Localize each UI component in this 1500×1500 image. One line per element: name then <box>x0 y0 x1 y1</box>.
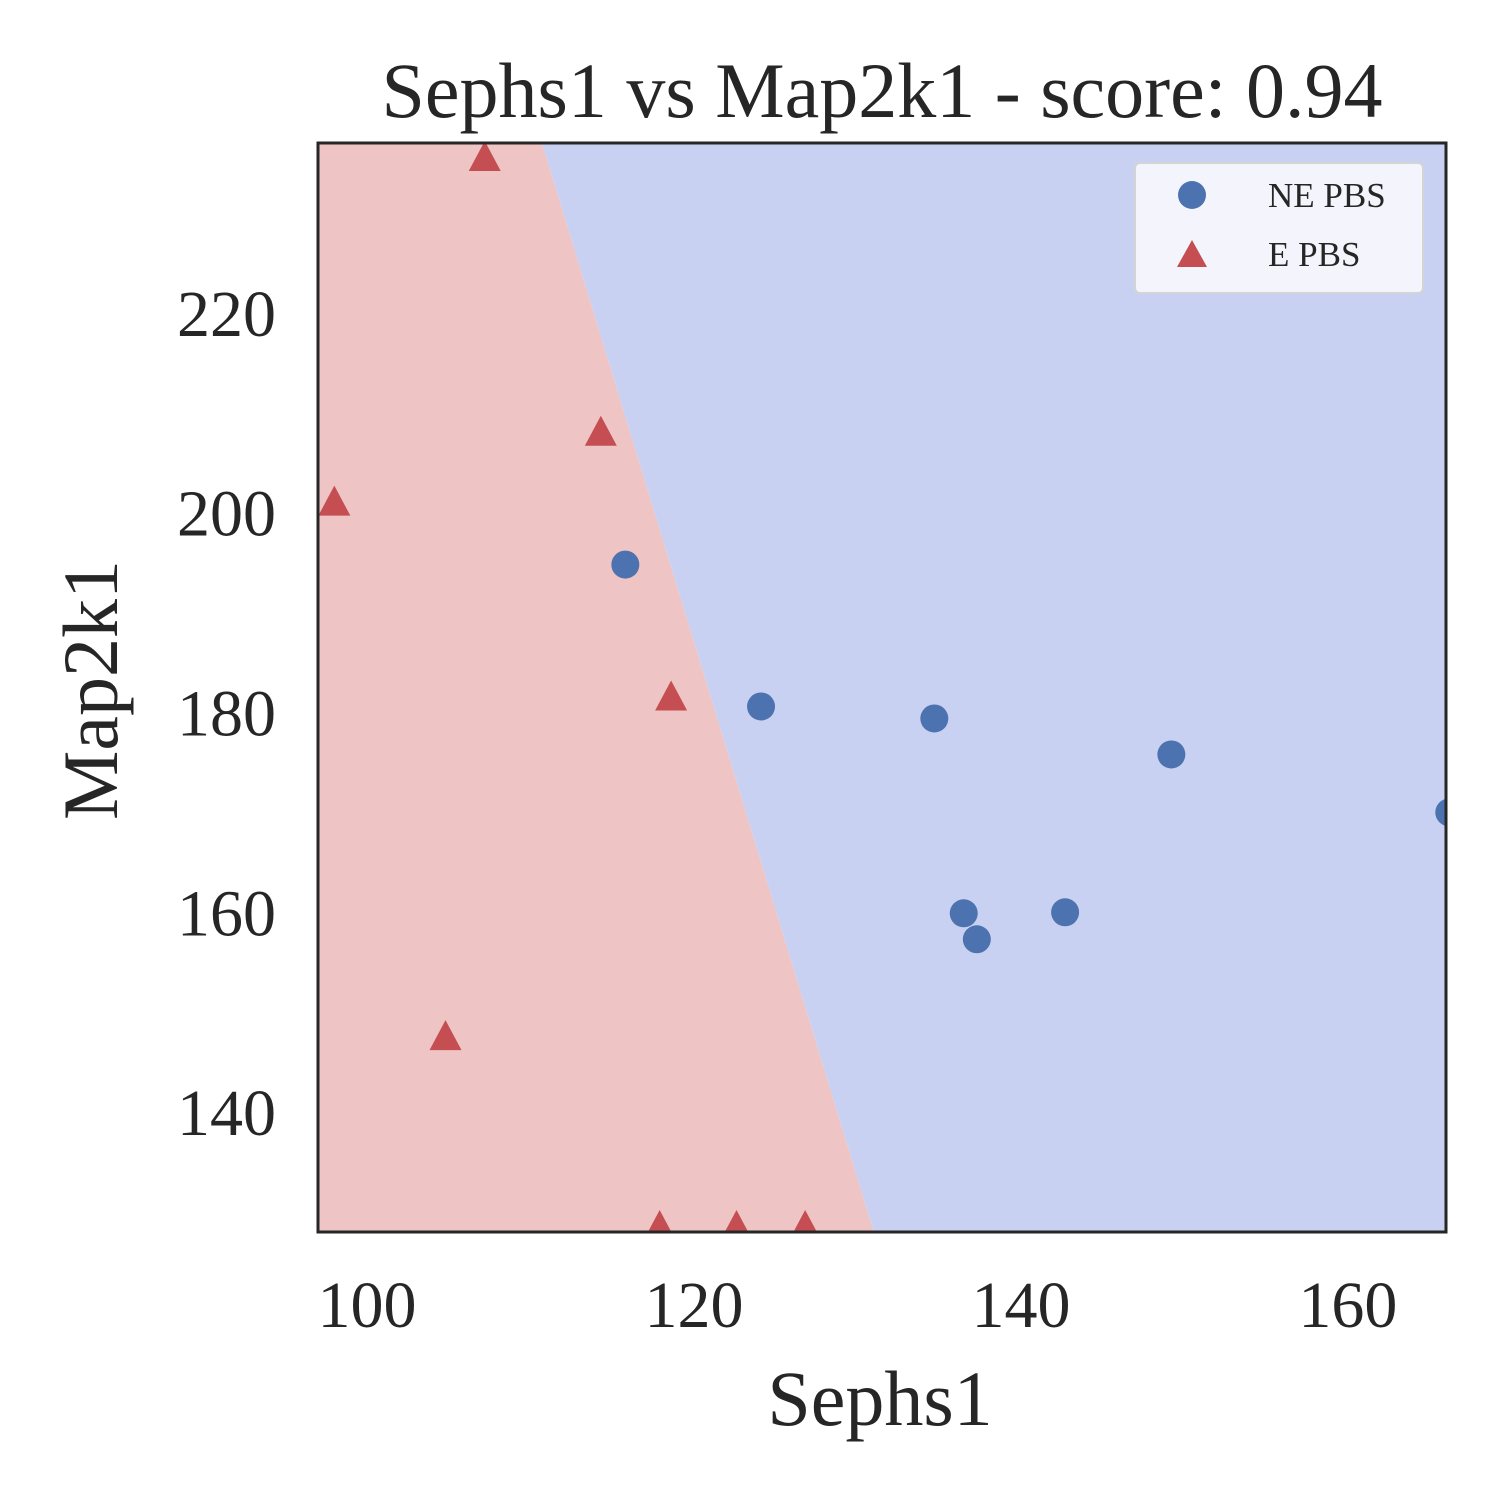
y-tick-label: 180 <box>177 677 276 750</box>
legend-marker-e-pbs <box>1177 240 1207 267</box>
x-axis-ticks: 100 120 140 160 <box>318 1269 1398 1342</box>
x-tick-label: 120 <box>645 1269 744 1342</box>
plot-area <box>318 143 1446 1232</box>
data-point-ne-pbs <box>920 704 949 733</box>
y-tick-label: 200 <box>177 478 276 551</box>
data-point-e-pbs <box>793 1210 817 1232</box>
legend-label-ne-pbs: NE PBS <box>1268 176 1386 215</box>
data-point-e-pbs <box>655 680 688 711</box>
x-tick-label: 140 <box>971 1269 1070 1342</box>
y-tick-label: 220 <box>177 278 276 351</box>
y-axis-label: Map2k1 <box>47 560 134 820</box>
x-axis-label: Sephs1 <box>767 1355 992 1442</box>
legend-marker-ne-pbs <box>1178 181 1206 209</box>
chart-title: Sephs1 vs Map2k1 - score: 0.94 <box>382 47 1383 134</box>
data-point-ne-pbs <box>747 692 776 721</box>
data-point-e-pbs <box>318 485 351 516</box>
data-point-e-pbs <box>647 1210 672 1232</box>
decision-region-ne-pbs <box>541 143 1446 1232</box>
data-point-ne-pbs <box>1157 740 1186 769</box>
data-point-e-pbs <box>724 1210 749 1232</box>
y-tick-label: 160 <box>177 877 276 950</box>
data-point-ne-pbs <box>1051 898 1080 927</box>
legend-label-e-pbs: E PBS <box>1268 235 1360 274</box>
data-point-e-pbs <box>429 1020 462 1051</box>
legend: NE PBS E PBS <box>1134 162 1424 294</box>
data-point-ne-pbs <box>962 925 991 954</box>
data-point-e-pbs <box>468 143 501 171</box>
x-tick-label: 100 <box>318 1269 417 1342</box>
data-point-ne-pbs <box>949 899 978 928</box>
data-point-e-pbs <box>584 415 617 446</box>
data-points <box>318 143 1446 1232</box>
y-axis-ticks: 140 160 180 200 220 <box>177 278 276 1150</box>
x-tick-label: 160 <box>1298 1269 1397 1342</box>
y-tick-label: 140 <box>177 1077 276 1150</box>
data-point-ne-pbs <box>611 550 640 579</box>
data-point-ne-pbs <box>1435 798 1446 826</box>
decision-region-e-pbs <box>318 143 874 1232</box>
plot-frame <box>316 141 1448 1234</box>
legend-box <box>1134 162 1424 294</box>
